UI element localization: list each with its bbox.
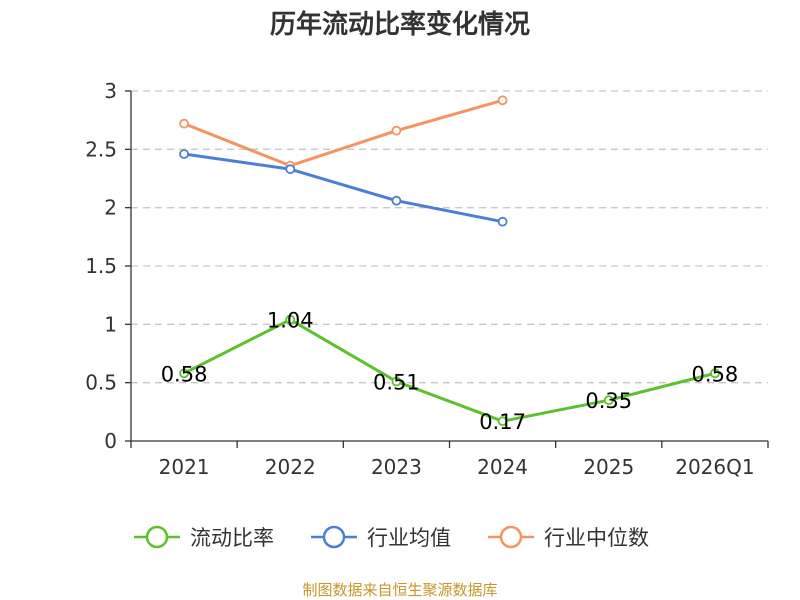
- series-line: [183, 152, 503, 224]
- source-note: 制图数据来自恒生聚源数据库: [302, 581, 497, 599]
- series-line: [183, 98, 503, 168]
- data-point[interactable]: [391, 125, 402, 136]
- data-point[interactable]: [497, 95, 508, 106]
- data-point[interactable]: [285, 314, 296, 325]
- data-point[interactable]: [710, 368, 720, 379]
- data-point[interactable]: [391, 195, 402, 206]
- data-point[interactable]: [603, 395, 614, 406]
- data-point[interactable]: [391, 376, 402, 387]
- y-tick-label: 3: [104, 79, 117, 103]
- data-label: 0.51: [373, 371, 420, 395]
- data-label: 1.04: [267, 309, 314, 333]
- data-point[interactable]: [497, 216, 508, 227]
- y-tick-label: 1: [104, 312, 117, 336]
- data-point[interactable]: [497, 416, 508, 427]
- legend-label[interactable]: 行业均值: [367, 526, 451, 550]
- series-lines: [179, 95, 720, 427]
- data-label: 0.58: [692, 362, 739, 386]
- grid-lines: [131, 90, 768, 384]
- x-tick-label: 2026Q1: [675, 455, 754, 479]
- data-point[interactable]: [179, 149, 189, 159]
- x-tick-label: 2024: [477, 455, 528, 479]
- x-tick-label: 2023: [371, 455, 422, 479]
- legend-marker[interactable]: [499, 525, 523, 549]
- y-tick-label: 0.5: [85, 371, 117, 395]
- y-tick-label: 0: [104, 429, 117, 453]
- series-line: [183, 318, 716, 423]
- x-tick-label: 2025: [583, 455, 634, 479]
- legend-label[interactable]: 流动比率: [190, 526, 274, 550]
- chart-title: 历年流动比率变化情况: [270, 9, 530, 40]
- data-point[interactable]: [179, 118, 189, 129]
- legend-label[interactable]: 行业中位数: [544, 526, 649, 550]
- x-tick-label: 2021: [159, 455, 210, 479]
- y-tick-label: 1.5: [85, 254, 117, 278]
- legend-marker[interactable]: [145, 525, 169, 549]
- data-label: 0.58: [161, 362, 208, 386]
- data-labels: 0.58 1.04 0.51 0.17 0.35 0.58: [161, 309, 739, 435]
- data-point[interactable]: [285, 164, 296, 175]
- legend[interactable]: 流动比率 行业均值 行业中位数: [134, 525, 649, 550]
- x-tick-label: 2022: [265, 455, 316, 479]
- data-label: 0.35: [585, 389, 632, 413]
- data-label: 0.17: [479, 410, 526, 434]
- legend-marker[interactable]: [322, 525, 346, 549]
- data-point[interactable]: [179, 368, 189, 379]
- y-tick-label: 2.5: [85, 137, 117, 161]
- y-tick-label: 2: [104, 196, 117, 220]
